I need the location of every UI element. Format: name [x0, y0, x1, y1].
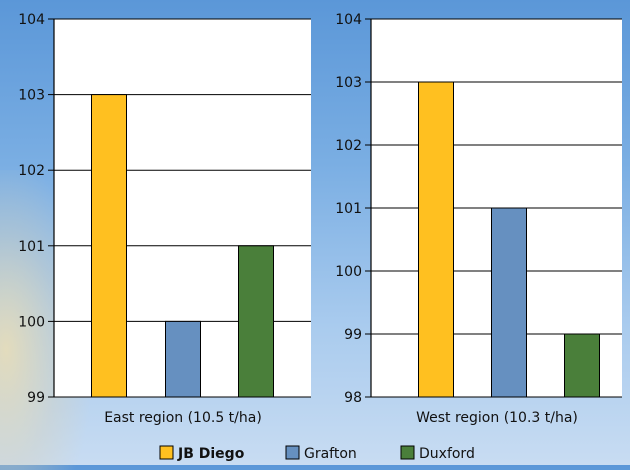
legend-label-grafton: Grafton [304, 446, 357, 462]
y-tick-label: 101 [335, 201, 362, 217]
legend: JB Diego Grafton Duxford [159, 445, 475, 462]
y-tick-label: 102 [335, 138, 362, 154]
y-tick-label: 100 [18, 314, 45, 330]
y-tick-label: 99 [27, 390, 45, 406]
x-axis-label: West region (10.3 t/ha) [416, 410, 578, 426]
y-tick-label: 101 [18, 239, 45, 255]
bar-jb-diego [418, 81, 454, 398]
bar-jb-diego [91, 94, 127, 398]
x-axis-label: East region (10.5 t/ha) [104, 410, 262, 426]
legend-swatch-jb-diego [159, 445, 174, 460]
y-tick-label: 103 [335, 75, 362, 91]
y-tick-label: 104 [335, 12, 362, 28]
east-region-chart: 99 100 101 102 103 104 East region (10.5 t/ha) [18, 12, 311, 426]
bar-duxford [564, 333, 600, 398]
legend-label-duxford: Duxford [419, 446, 475, 462]
legend-swatch-grafton [285, 445, 300, 460]
y-tick-label: 103 [18, 88, 45, 104]
y-tick-label: 100 [335, 264, 362, 280]
bar-grafton [165, 320, 201, 398]
y-tick-label: 99 [344, 327, 362, 343]
y-tick-label: 104 [18, 12, 45, 28]
bar-grafton [491, 207, 527, 398]
y-tick-label: 102 [18, 163, 45, 179]
legend-label-jb-diego: JB Diego [177, 446, 245, 462]
legend-swatch-duxford [400, 445, 415, 460]
y-tick-label: 98 [344, 390, 362, 406]
bar-duxford [238, 245, 274, 398]
west-region-chart: 98 99 100 101 102 103 104 West region (10.3 t/h… [335, 12, 622, 426]
